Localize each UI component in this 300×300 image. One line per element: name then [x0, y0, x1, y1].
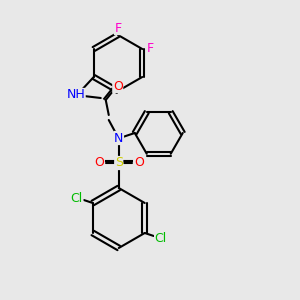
Text: O: O [94, 157, 104, 169]
Text: F: F [147, 43, 154, 56]
Text: Cl: Cl [70, 191, 83, 205]
Text: N: N [114, 131, 123, 145]
Text: S: S [115, 157, 123, 169]
Text: F: F [114, 22, 122, 34]
Text: Cl: Cl [154, 232, 167, 244]
Text: O: O [113, 80, 123, 92]
Text: NH: NH [66, 88, 85, 101]
Text: O: O [134, 157, 144, 169]
